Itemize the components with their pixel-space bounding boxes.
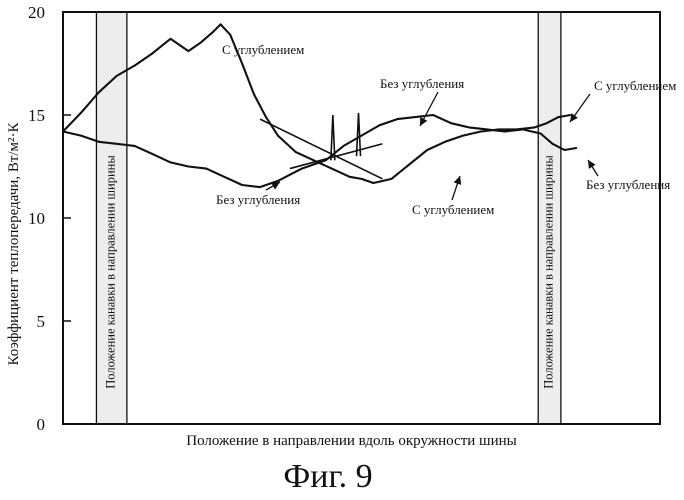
series-annotation: С углублением: [594, 78, 676, 93]
data-point: [116, 143, 118, 145]
data-point: [426, 149, 428, 151]
annotations: С углублением Без углубления Без углублени…: [216, 42, 676, 217]
data-point: [152, 153, 154, 155]
data-point: [396, 118, 398, 120]
series-annotation: С углублением: [222, 42, 304, 57]
data-point: [379, 124, 381, 126]
data-point: [313, 159, 315, 161]
data-point: [116, 75, 118, 77]
data-point: [450, 122, 452, 124]
series-line-1: [63, 24, 571, 183]
data-point: [134, 145, 136, 147]
data-point: [468, 126, 470, 128]
data-point: [361, 178, 363, 180]
data-point: [444, 141, 446, 143]
y-ticks: 0 5 10 15 20: [28, 3, 71, 434]
groove-band-label: Положение канавки в направлении ширины: [104, 155, 118, 389]
data-point: [546, 122, 548, 124]
data-point: [504, 131, 506, 133]
annotation-arrowhead: [588, 160, 596, 169]
data-point: [223, 176, 225, 178]
series-annotation: С углублением: [412, 202, 494, 217]
data-point: [220, 23, 222, 25]
data-point: [265, 116, 267, 118]
data-point: [187, 50, 189, 52]
series-line-2: [63, 115, 576, 187]
data-point: [241, 63, 243, 65]
data-point: [522, 129, 524, 131]
groove-band-label: Положение канавки в направлении ширины: [541, 155, 555, 389]
data-point: [199, 42, 201, 44]
data-point: [373, 182, 375, 184]
data-point: [486, 129, 488, 131]
data-point: [408, 164, 410, 166]
y-tick-label: 10: [28, 209, 45, 228]
series-annotation: Без углубления: [216, 192, 300, 207]
data-point: [253, 94, 255, 96]
series-lines: [62, 23, 577, 188]
data-point: [558, 116, 560, 118]
data-point: [432, 114, 434, 116]
data-point: [170, 38, 172, 40]
data-point: [390, 178, 392, 180]
x-axis-label: Положение в направлении вдоль окружности…: [186, 433, 516, 449]
data-point: [576, 147, 578, 149]
y-tick-label: 0: [37, 415, 46, 434]
data-point: [211, 32, 213, 34]
data-point: [564, 149, 566, 151]
data-point: [187, 166, 189, 168]
series-annotation: Без углубления: [586, 177, 670, 192]
y-tick-label: 15: [28, 106, 45, 125]
data-point: [259, 186, 261, 188]
data-point: [277, 135, 279, 137]
data-point: [361, 135, 363, 137]
data-point: [80, 112, 82, 114]
data-point: [534, 126, 536, 128]
data-point: [241, 184, 243, 186]
y-tick-label: 5: [37, 312, 46, 331]
data-point: [540, 133, 542, 135]
y-tick-label: 20: [28, 3, 45, 22]
data-point: [152, 52, 154, 54]
annotation-arrowhead: [454, 176, 462, 185]
data-point: [349, 176, 351, 178]
data-point: [414, 116, 416, 118]
data-point: [229, 34, 231, 36]
data-point: [80, 135, 82, 137]
series-annotation: Без углубления: [380, 76, 464, 91]
data-point: [295, 151, 297, 153]
data-point: [277, 180, 279, 182]
figure-caption: Фиг. 9: [283, 458, 372, 495]
data-point: [331, 168, 333, 170]
data-point: [462, 135, 464, 137]
data-point: [134, 65, 136, 67]
heat-transfer-chart: Положение канавки в направлении ширины По…: [0, 0, 684, 500]
groove-bands: Положение канавки в направлении ширины По…: [96, 12, 560, 424]
data-point: [480, 131, 482, 133]
data-point: [301, 168, 303, 170]
data-point: [62, 131, 64, 133]
data-point: [170, 161, 172, 163]
annotation-arrowhead: [570, 113, 578, 122]
data-point: [552, 143, 554, 145]
plot-frame: [63, 12, 660, 424]
data-point: [205, 168, 207, 170]
y-axis-label: Коэффициент теплопередачи, Вт/м²·К: [6, 121, 22, 365]
data-point: [98, 141, 100, 143]
data-point: [98, 91, 100, 93]
data-point: [343, 145, 345, 147]
